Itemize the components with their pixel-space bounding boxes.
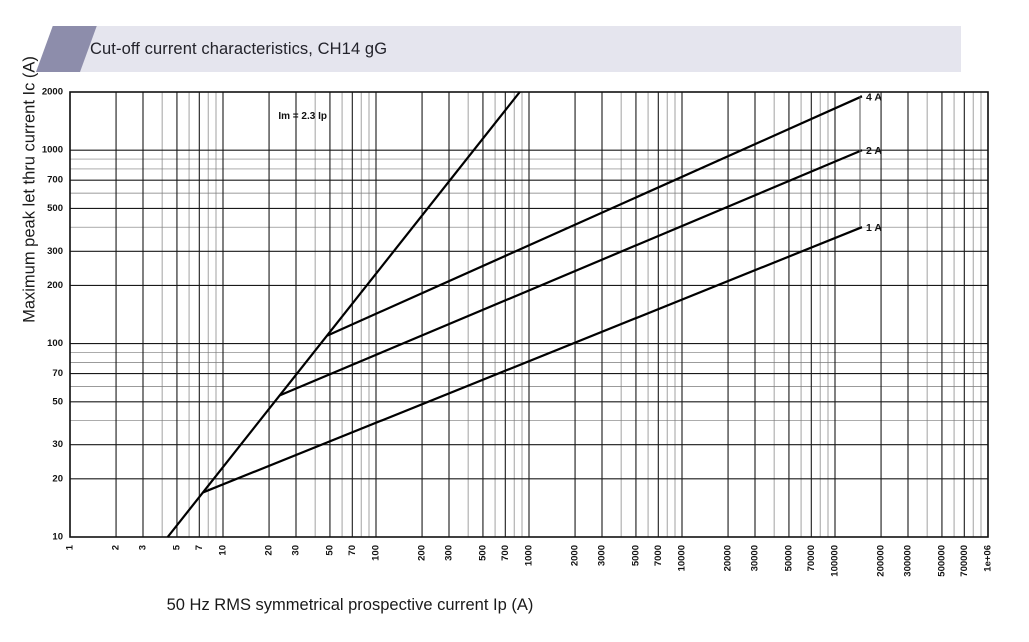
x-tick-label: 100 (371, 545, 382, 561)
curve-label-1-a: 1 A (866, 222, 882, 234)
curve-labels: 1 A 2 A 4 A (859, 91, 882, 234)
page-title: Cut-off current characteristics, CH14 gG (90, 39, 388, 58)
x-tick-label: 7 (194, 545, 205, 550)
x-tick-label: 1000 (524, 545, 535, 566)
y-tick-label: 300 (47, 246, 63, 257)
curve-2-a (279, 149, 863, 397)
x-tick-label: 300000 (903, 545, 914, 577)
x-tick-label: 2000 (570, 545, 581, 566)
annotation-text: Im = 2.3 Ip (278, 111, 327, 122)
x-tick-label: 300 (444, 545, 455, 561)
x-tick-label: 30 (291, 545, 302, 556)
y-tick-label: 200 (47, 280, 63, 291)
x-tick-label: 1e+06 (983, 545, 994, 572)
x-tick-label: 50 (324, 545, 335, 556)
x-tick-label: 200000 (876, 545, 887, 577)
x-tick-label: 7000 (653, 545, 664, 566)
x-tick-label: 3000 (597, 545, 608, 566)
y-axis-tick-labels: 2000 1000 700 500 300 200 100 70 50 30 20 10 (42, 87, 63, 543)
x-tick-label: 20 (264, 545, 275, 556)
y-tick-label: 30 (52, 439, 63, 450)
axis-frame (69, 91, 989, 538)
x-tick-label: 5000 (630, 545, 641, 566)
x-tick-label: 500000 (936, 545, 947, 577)
y-tick-label: 10 (52, 532, 63, 543)
x-tick-label: 500 (477, 545, 488, 561)
y-tick-label: 2000 (42, 87, 63, 98)
curve-label-2-a: 2 A (866, 145, 882, 157)
x-tick-label: 10 (218, 545, 229, 556)
x-tick-label: 200 (417, 545, 428, 561)
x-tick-label: 5 (171, 544, 182, 550)
x-tick-label: 50000 (783, 545, 794, 571)
curve-im-2-3-ip (166, 91, 521, 538)
x-tick-label: 700000 (959, 545, 970, 577)
curve-4-a (326, 95, 863, 337)
x-axis-title: 50 Hz RMS symmetrical prospective curren… (166, 596, 534, 614)
x-tick-label: 1 (65, 544, 76, 550)
y-tick-label: 500 (47, 203, 63, 214)
x-axis-tick-labels: 1 2 3 5 7 10 20 30 50 70 100 200 300 500 700 1000 2000 30… (65, 544, 994, 576)
y-tick-label: 50 (52, 396, 63, 407)
x-tick-label: 2 (111, 545, 122, 550)
curve-label-4-a: 4 A (866, 91, 882, 103)
x-tick-label: 3 (138, 545, 149, 550)
x-tick-label: 10000 (677, 545, 688, 571)
x-tick-label: 100000 (830, 545, 841, 577)
curve-1-a (202, 226, 863, 494)
y-tick-label: 70 (52, 368, 63, 379)
x-tick-label: 700 (500, 545, 511, 561)
x-tick-label: 20000 (723, 545, 734, 571)
x-tick-label: 70000 (806, 545, 817, 571)
header-background (66, 26, 961, 72)
y-tick-label: 20 (52, 473, 63, 484)
y-tick-label: 100 (47, 338, 63, 349)
y-tick-label: 1000 (42, 145, 63, 156)
y-tick-label: 700 (47, 175, 63, 186)
x-tick-label: 70 (347, 545, 358, 556)
x-tick-label: 30000 (750, 545, 761, 571)
data-curves (166, 91, 863, 538)
chart-header: Cut-off current characteristics, CH14 gG (36, 26, 961, 72)
plot-annotations: Im = 2.3 Ip (278, 111, 327, 122)
